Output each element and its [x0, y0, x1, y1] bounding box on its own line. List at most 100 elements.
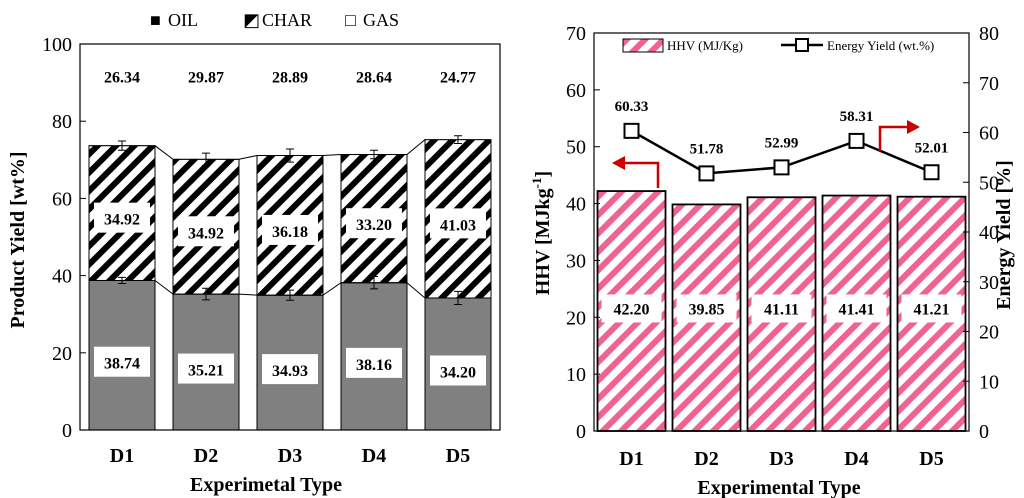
legend-energy-label: Energy Yield (wt.%): [827, 38, 934, 53]
left-legend: ■ OIL ◩ CHAR □ GAS: [150, 10, 399, 30]
right-axes: 0 10 20 30 40 50 60 70 0 10 20 30 40 50 60 70 80 D1 D2 D3 D4…: [566, 23, 999, 470]
label-hhv-d2: 39.85: [689, 301, 725, 318]
label-box-oil-d4: [346, 347, 402, 378]
label-gas-d2: 29.87: [188, 70, 224, 87]
right-x-tick-d5: D5: [919, 448, 943, 470]
label-box-hhv-d5: [901, 294, 962, 323]
right-y2-tick-label: 0: [979, 421, 989, 443]
label-hhv-d3: 41.11: [764, 301, 799, 318]
error-bar-oil-d2: [202, 287, 210, 301]
energy-label-d3: 52.99: [765, 135, 799, 151]
left-axes: 0 20 40 60 80 100 D1 D2 D3 D4 D5: [42, 34, 501, 467]
bar-gas-d2: [173, 44, 239, 160]
legend-energy-marker: [795, 38, 809, 52]
error-bar-oil-d5: [454, 290, 462, 306]
legend-gas-label: GAS: [363, 10, 399, 30]
left-y-tick-label: 80: [52, 111, 72, 133]
error-bar-char-d2: [202, 152, 210, 166]
bar-gas-d3: [257, 44, 323, 156]
energy-label-d1: 60.33: [615, 99, 649, 115]
right-legend: HHV (MJ/Kg) Energy Yield (wt.%): [622, 38, 934, 53]
right-y2-tick-label: 40: [979, 222, 999, 244]
label-oil-d3: 34.93: [272, 363, 308, 380]
label-box-oil-d3: [262, 354, 318, 385]
label-box-char-d1: [94, 202, 150, 233]
right-x-axis-title: Experimental Type: [697, 477, 860, 498]
label-box-hhv-d2: [676, 294, 737, 323]
label-char-d4: 33.20: [356, 217, 392, 234]
left-x-tick-d2: D2: [194, 445, 218, 467]
label-char-d3: 36.18: [272, 224, 308, 241]
legend-char-marker: ◩: [243, 10, 260, 30]
error-bar-oil-d4: [370, 276, 378, 290]
left-axis-arrow: [622, 161, 660, 188]
energy-label-d4: 58.31: [840, 109, 874, 125]
left-x-tick-d3: D3: [278, 445, 302, 467]
legend-oil-label: OIL: [168, 10, 198, 30]
right-bar-labels: 42.20 39.85 41.11 41.41 41.21: [601, 294, 962, 323]
label-oil-d4: 38.16: [356, 357, 392, 374]
product-yield-chart: 38.74 34.92 26.34 35.21 34.92 29.87 34.93 36.18…: [7, 10, 501, 496]
error-bar-oil-d3: [286, 289, 294, 301]
label-box-oil-d1: [94, 346, 150, 377]
right-y2-tick-label: 20: [979, 322, 999, 344]
right-y-tick-label: 0: [576, 421, 586, 443]
left-y-axis-title: Product Yield [wt%]: [7, 151, 29, 328]
energy-point-d4: [848, 132, 865, 149]
energy-point-d5: [923, 164, 940, 181]
right-y-title-suffix: ]: [532, 171, 554, 178]
left-value-labels: 38.74 34.92 26.34 35.21 34.92 29.87 34.93 36.18…: [94, 70, 486, 386]
right-axis-arrowhead: [907, 120, 920, 134]
energy-point-d1: [623, 122, 640, 139]
right-y2-tick-label: 50: [979, 172, 999, 194]
legend-gas-marker: □: [345, 10, 356, 30]
left-x-tick-d4: D4: [362, 445, 386, 467]
label-box-hhv-d4: [826, 294, 887, 323]
label-box-char-d5: [430, 208, 486, 239]
right-axis-arrow: [878, 125, 910, 151]
right-y-tick-label: 40: [566, 194, 586, 216]
left-y-tick-label: 0: [62, 420, 72, 442]
right-y2-tick-label: 10: [979, 371, 999, 393]
label-box-oil-d5: [430, 355, 486, 386]
label-gas-d4: 28.64: [356, 70, 392, 87]
energy-label-d2: 51.78: [690, 141, 724, 157]
label-gas-d1: 26.34: [104, 70, 140, 87]
right-y2-tick-label: 60: [979, 123, 999, 145]
right-y-tick-label: 30: [566, 250, 586, 272]
left-y-tick-label: 40: [52, 266, 72, 288]
energy-yield-line: 60.33 51.78 52.99 58.31 52.01: [615, 99, 948, 182]
right-x-tick-d2: D2: [694, 448, 718, 470]
left-plot-frame: [79, 43, 501, 431]
right-y-tick-label: 20: [566, 307, 586, 329]
right-y2-axis-title: Energy Yield [%]: [993, 160, 1015, 310]
right-x-tick-d1: D1: [619, 448, 643, 470]
legend-oil-marker: ■: [150, 10, 161, 30]
right-y-tick-label: 70: [566, 23, 586, 45]
label-gas-d3: 28.89: [272, 70, 308, 87]
left-axis-arrowhead: [612, 156, 625, 170]
bar-gas-d1: [89, 44, 155, 146]
error-bar-char-d4: [370, 149, 378, 160]
right-x-tick-d3: D3: [769, 448, 793, 470]
label-char-d1: 34.92: [104, 212, 140, 229]
left-y-tick-label: 100: [42, 34, 72, 56]
left-x-axis-title: Experimetal Type: [190, 474, 342, 496]
left-bars: [88, 44, 492, 431]
right-y-axis-title: HHV [MJkg-1]: [529, 171, 554, 295]
left-x-tick-d5: D5: [446, 445, 470, 467]
right-y2-tick-label: 30: [979, 272, 999, 294]
right-y-tick-label: 60: [566, 80, 586, 102]
right-y2-tick-label: 80: [979, 23, 999, 45]
label-box-hhv-d3: [751, 294, 812, 323]
bar-gas-d5: [425, 44, 491, 140]
label-box-char-d3: [262, 214, 318, 245]
label-hhv-d1: 42.20: [614, 301, 650, 318]
left-x-tick-d1: D1: [110, 445, 134, 467]
right-y2-tick-label: 70: [979, 73, 999, 95]
label-hhv-d4: 41.41: [839, 301, 875, 318]
right-x-tick-d4: D4: [844, 448, 868, 470]
label-box-char-d4: [346, 208, 402, 239]
hhv-energy-yield-chart: 42.20 39.85 41.11 41.41 41.21 60.33 51.78 52.9…: [529, 23, 1015, 498]
